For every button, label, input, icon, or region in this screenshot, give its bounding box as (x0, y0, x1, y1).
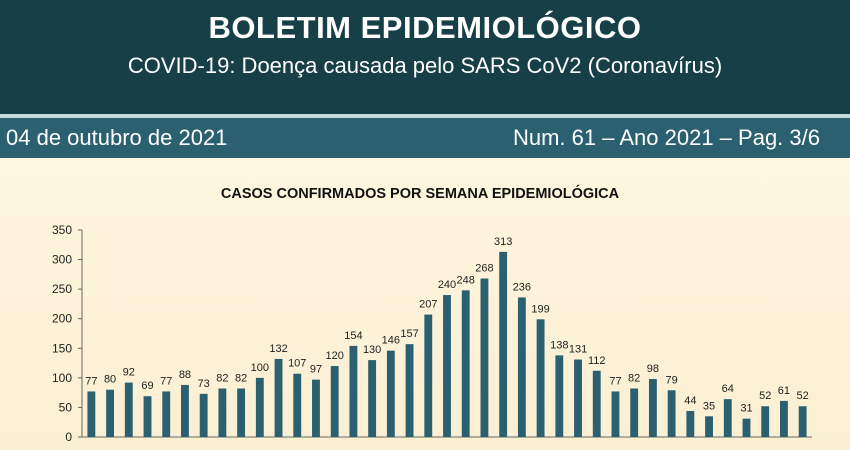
bar (124, 382, 133, 437)
data-label: 199 (531, 303, 549, 315)
bar (143, 396, 152, 437)
data-label: 236 (513, 281, 531, 293)
bar (686, 410, 695, 437)
y-tick-label: 200 (52, 312, 72, 326)
bar (237, 388, 246, 437)
data-label: 52 (759, 390, 771, 402)
info-bar: 04 de outubro de 2021 Num. 61 – Ano 2021… (0, 118, 850, 158)
y-tick-label: 300 (52, 253, 72, 267)
data-label: 88 (179, 369, 191, 381)
bar (499, 251, 508, 437)
bar (181, 384, 189, 437)
bar (162, 391, 171, 437)
bar (461, 290, 470, 437)
bar (424, 314, 433, 437)
bar (723, 399, 732, 437)
data-label: 80 (104, 374, 116, 386)
header-divider (0, 114, 850, 118)
data-label: 92 (123, 367, 135, 379)
data-label: 64 (722, 383, 734, 395)
bar (779, 400, 788, 437)
bar (611, 391, 620, 437)
data-label: 97 (310, 364, 322, 376)
data-label: 130 (363, 344, 381, 356)
bar (798, 406, 807, 437)
data-label: 207 (419, 299, 437, 311)
data-label: 77 (609, 375, 621, 387)
bar (87, 391, 96, 437)
data-label: 77 (160, 375, 172, 387)
data-label: 61 (778, 385, 790, 397)
bar (574, 359, 582, 437)
data-label: 100 (251, 362, 269, 374)
data-label: 82 (628, 373, 640, 385)
bar (592, 370, 601, 437)
cases-bar-chart: CASOS CONFIRMADOS POR SEMANA EPIDEMIOLÓG… (52, 184, 812, 444)
bar-series (87, 251, 807, 437)
bar (761, 406, 770, 437)
data-label: 248 (457, 274, 475, 286)
data-label: 131 (569, 344, 587, 356)
bar (555, 355, 564, 437)
bar (536, 319, 545, 437)
bar (648, 379, 657, 437)
data-label: 44 (684, 395, 696, 407)
data-label: 35 (703, 400, 715, 412)
data-label: 73 (198, 378, 210, 390)
y-tick-label: 50 (59, 400, 73, 414)
bar (199, 393, 208, 437)
data-label: 112 (588, 355, 606, 367)
bar (312, 379, 320, 437)
data-label: 82 (216, 373, 228, 385)
bar (274, 358, 283, 437)
data-label: 154 (344, 330, 362, 342)
data-label: 146 (382, 335, 400, 347)
data-label: 138 (550, 339, 568, 351)
data-label: 240 (438, 279, 456, 291)
bar (630, 388, 639, 437)
data-label: 79 (665, 374, 677, 386)
bar (517, 297, 526, 437)
bar (106, 389, 115, 437)
bar (255, 377, 264, 437)
bar (218, 388, 227, 437)
data-label: 77 (85, 375, 97, 387)
bulletin-issue: Num. 61 – Ano 2021 – Pag. 3/6 (512, 125, 820, 150)
bar (405, 344, 414, 437)
bar (480, 278, 489, 437)
bar (667, 390, 676, 437)
data-label: 98 (647, 363, 659, 375)
y-tick-label: 150 (52, 341, 72, 355)
bar (368, 360, 377, 437)
y-tick-label: 100 (52, 371, 72, 385)
data-label: 107 (288, 358, 306, 370)
chart-panel: CASOS CONFIRMADOS POR SEMANA EPIDEMIOLÓG… (0, 158, 850, 450)
y-tick-label: 350 (52, 223, 72, 237)
data-label: 120 (326, 350, 344, 362)
bulletin-subtitle: COVID-19: Doença causada pelo SARS CoV2 … (127, 53, 723, 78)
bulletin-date: 04 de outubro de 2021 (6, 125, 228, 150)
data-label: 52 (797, 390, 809, 402)
bar (443, 295, 451, 437)
bar (742, 418, 751, 437)
chart-title: CASOS CONFIRMADOS POR SEMANA EPIDEMIOLÓG… (221, 184, 620, 202)
bar (349, 345, 358, 437)
data-label: 313 (494, 236, 512, 248)
y-tick-label: 0 (65, 430, 72, 444)
data-label: 82 (235, 373, 247, 385)
bar (386, 350, 395, 437)
bar (705, 416, 713, 437)
data-label: 157 (400, 328, 418, 340)
bar (293, 373, 302, 437)
data-label: 31 (740, 403, 752, 415)
bulletin-header: BOLETIM EPIDEMIOLÓGICO COVID-19: Doença … (0, 0, 850, 114)
bar (330, 366, 339, 437)
data-label: 268 (475, 262, 493, 274)
y-tick-label: 250 (52, 282, 72, 296)
data-label: 132 (269, 343, 287, 355)
data-label: 69 (141, 380, 153, 392)
bulletin-title: BOLETIM EPIDEMIOLÓGICO (208, 10, 642, 45)
